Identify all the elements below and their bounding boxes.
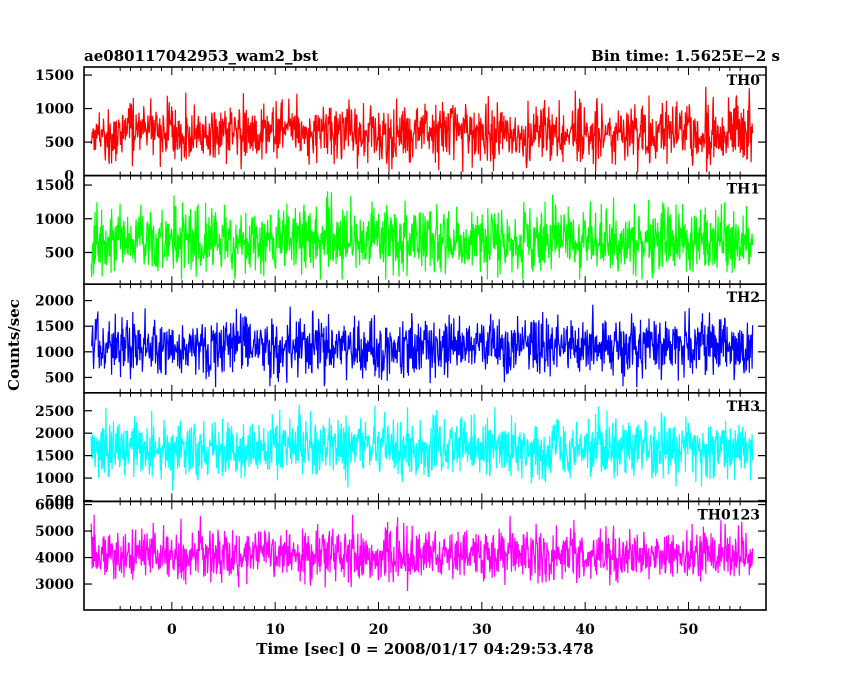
y-tick-label: 1000 [35,345,74,361]
x-tick-label: 30 [472,622,492,638]
panel-th2: 500 1000 1500 2000 TH2 [35,283,767,394]
x-tick-label: 40 [575,622,595,638]
panel-frame [83,500,767,611]
panel-label-th1: TH1 [727,182,760,198]
y-tick-label: 500 [45,135,74,151]
y-tick-label: 2500 [35,404,74,420]
x-tick-label: 50 [679,622,699,638]
panel-th1: 500 1000 1500 TH1 [35,174,767,286]
chart-title: ae080117042953_wam2_bst [84,47,318,65]
y-tick-label: 3000 [35,577,74,593]
series-line-th2 [90,304,754,388]
series-line-th0 [90,86,754,173]
panel-label-th3: TH3 [727,399,760,415]
y-tick-label: 1500 [35,178,74,194]
x-tick-label: 10 [265,622,285,638]
y-tick-label: 2000 [35,294,74,310]
panel-label-th0: TH0 [727,73,761,89]
x-axis-label: Time [sec] 0 = 2008/01/17 04:29:53.478 [256,640,593,658]
panel-th3: 500 1000 1500 2000 2500 TH3 [35,391,767,510]
panels: 0 500 1000 1500 TH0 500 1000 1500 TH1 500 1000 1500… [35,66,767,611]
x-axis: 0 10 20 30 40 50 [167,622,699,638]
y-axis-label: Counts/sec [5,299,23,391]
x-tick-label: 0 [167,622,177,638]
bin-time-label: Bin time: 1.5625E−2 s [591,47,780,65]
y-tick-label: 500 [45,245,74,261]
y-tick-label: 1000 [35,102,74,118]
y-tick-label: 1000 [35,212,74,228]
series-line-th3 [90,404,754,491]
panel-label-th2: TH2 [727,290,760,306]
y-tick-label: 500 [45,370,74,386]
y-tick-label: 1500 [35,68,74,84]
y-tick-label: 2000 [35,426,74,442]
panel-label-th0123: TH0123 [697,507,760,523]
y-tick-label: 1500 [35,319,74,335]
y-tick-label: 500 [45,494,74,510]
series-line-th0123 [90,514,754,592]
series-line-th1 [90,191,754,280]
y-tick-label: 4000 [35,551,74,567]
y-tick-label: 5000 [35,524,74,540]
x-tick-label: 20 [369,622,389,638]
y-tick-label: 0 [64,169,74,185]
y-tick-label: 1500 [35,449,74,465]
panel-th0: 0 500 1000 1500 TH0 [35,66,767,185]
panel-th0123: 3000 4000 5000 6000 TH0123 [35,498,767,611]
y-tick-label: 1000 [35,471,74,487]
y-tick-label: 6000 [35,498,74,514]
